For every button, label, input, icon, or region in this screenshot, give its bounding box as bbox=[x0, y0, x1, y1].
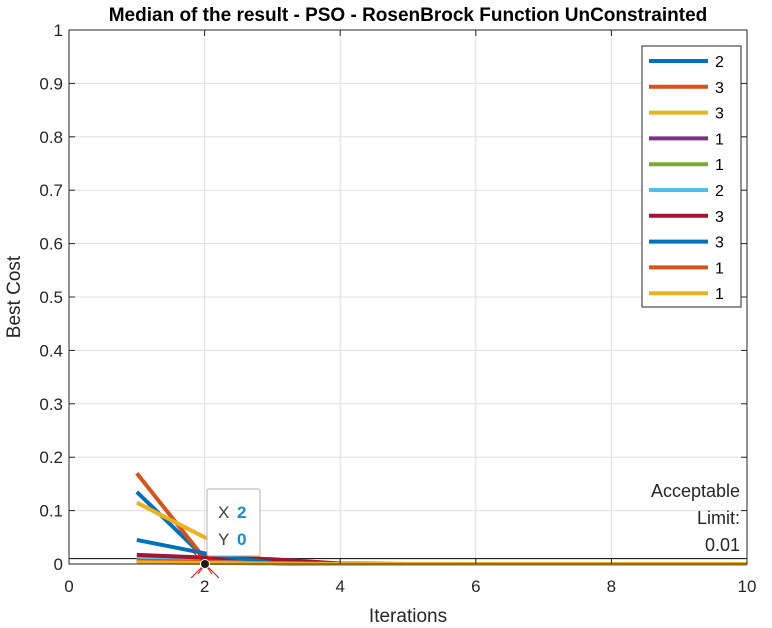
legend-box bbox=[641, 45, 742, 308]
grid bbox=[69, 30, 747, 564]
legend-item[interactable]: 1 bbox=[649, 157, 724, 174]
legend-label: 2 bbox=[715, 183, 724, 200]
acceptable-limit-annotation: Acceptable Limit: 0.01 bbox=[651, 481, 740, 555]
x-tick-label: 0 bbox=[64, 577, 73, 596]
x-axis-label: Iterations bbox=[369, 606, 447, 627]
x-tick-label: 8 bbox=[607, 577, 616, 596]
x-tick-label: 10 bbox=[738, 577, 757, 596]
legend-label: 3 bbox=[715, 209, 724, 226]
legend-item[interactable]: 1 bbox=[649, 260, 724, 277]
legend-item[interactable]: 3 bbox=[649, 209, 724, 226]
legend-item[interactable]: 1 bbox=[649, 131, 724, 148]
legend-item[interactable]: 3 bbox=[649, 235, 724, 252]
x-tick-label: 2 bbox=[200, 577, 209, 596]
annotation-line-2: Limit: bbox=[697, 508, 740, 528]
y-tick-label: 0.4 bbox=[39, 341, 63, 360]
y-tick-label: 1 bbox=[54, 21, 63, 40]
legend-label: 3 bbox=[715, 106, 724, 123]
y-axis-label: Best Cost bbox=[4, 255, 25, 338]
datatip[interactable]: X 2 Y 0 bbox=[190, 488, 261, 579]
y-tick-label: 0.1 bbox=[39, 502, 63, 521]
legend-label: 1 bbox=[715, 286, 724, 303]
legend-label: 3 bbox=[715, 235, 724, 252]
chart-title: Median of the result - PSO - RosenBrock … bbox=[109, 5, 708, 26]
y-tick-label: 0.6 bbox=[39, 235, 63, 254]
annotation-line-1: Acceptable bbox=[651, 481, 740, 501]
legend-label: 2 bbox=[715, 54, 724, 71]
y-tick-label: 0.8 bbox=[39, 128, 63, 147]
legend-item[interactable]: 3 bbox=[649, 80, 724, 97]
datatip-x-value: 2 bbox=[237, 503, 246, 522]
legend-label: 3 bbox=[715, 80, 724, 97]
y-tick-label: 0.2 bbox=[39, 448, 63, 467]
x-tick-label: 4 bbox=[335, 577, 344, 596]
datatip-y-label: Y bbox=[218, 530, 229, 549]
legend-label: 1 bbox=[715, 157, 724, 174]
y-tick-label: 0.5 bbox=[39, 288, 63, 307]
y-tick-label: 0 bbox=[54, 555, 63, 574]
legend-item[interactable]: 1 bbox=[649, 286, 724, 303]
y-tick-label: 0.3 bbox=[39, 395, 63, 414]
legend-label: 1 bbox=[715, 260, 724, 277]
datatip-y-value: 0 bbox=[237, 530, 246, 549]
y-tick-label: 0.9 bbox=[39, 74, 63, 93]
legend-item[interactable]: 2 bbox=[649, 54, 724, 71]
annotation-line-3: 0.01 bbox=[705, 535, 740, 555]
datatip-box bbox=[206, 488, 261, 557]
y-tick-label: 0.7 bbox=[39, 181, 63, 200]
legend-label: 1 bbox=[715, 131, 724, 148]
legend-item[interactable]: 2 bbox=[649, 183, 724, 200]
datatip-x-label: X bbox=[218, 503, 229, 522]
x-tick-label: 6 bbox=[471, 577, 480, 596]
legend[interactable]: 2 3 3 1 1 2 3 3 1 1 bbox=[641, 45, 742, 308]
legend-item[interactable]: 3 bbox=[649, 106, 724, 123]
